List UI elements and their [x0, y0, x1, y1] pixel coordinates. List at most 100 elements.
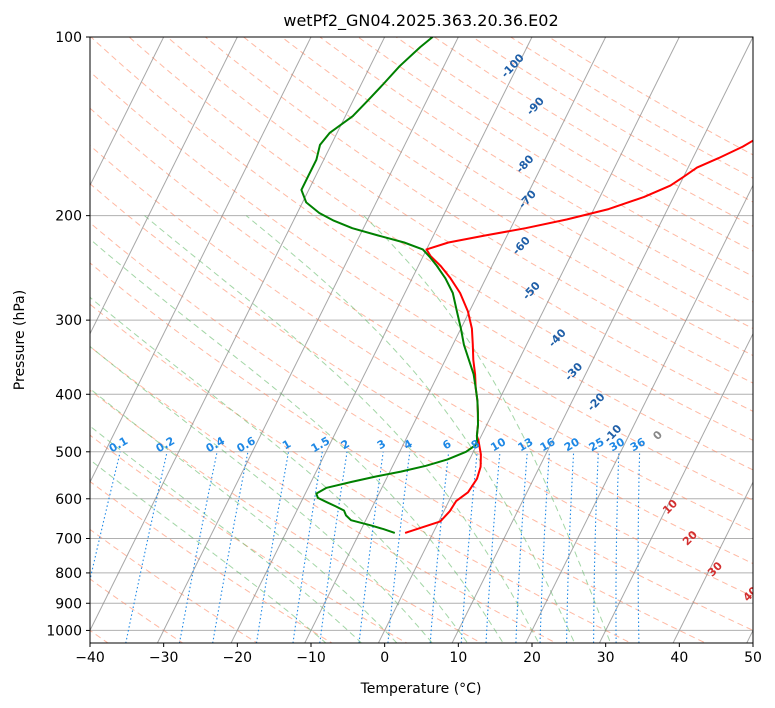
mixing-ratio-line	[292, 451, 323, 643]
moist-adiabat-label: 30	[705, 559, 725, 579]
moist-adiabat	[144, 215, 540, 643]
moist-adiabat	[90, 459, 327, 643]
y-tick-label: 900	[55, 596, 82, 612]
skewed-isotherm	[304, 37, 607, 643]
x-tick-label: 40	[670, 650, 688, 666]
dry-adiabat	[90, 107, 753, 533]
skewed-isotherm	[746, 629, 753, 643]
skewed-isotherms	[90, 37, 753, 643]
skewed-isotherm	[230, 37, 533, 643]
mixing-ratio-label: 4	[402, 437, 415, 452]
x-tick-label: 0	[380, 650, 389, 666]
moist-adiabat-label: 0	[650, 428, 665, 443]
dewpoint-trace	[300, 37, 479, 534]
skewed-isotherm	[90, 37, 386, 632]
dry-adiabat	[433, 37, 753, 227]
mixing-ratio-line	[429, 451, 450, 643]
dry-adiabat	[90, 389, 483, 643]
mixing-ratio-line	[615, 451, 620, 643]
dry-adiabat	[90, 222, 753, 631]
skewed-isotherm	[672, 480, 753, 643]
isotherm-label: -70	[516, 187, 539, 211]
x-tick-label: 10	[449, 650, 467, 666]
mixing-ratio-line	[212, 451, 249, 643]
mixing-ratio-lines	[90, 451, 641, 643]
dry-adiabat	[90, 144, 753, 565]
moist-adiabat	[363, 215, 612, 643]
mixing-ratio-line	[460, 451, 478, 643]
dry-adiabat	[90, 303, 632, 643]
dry-adiabat	[90, 262, 707, 643]
x-tick-label: −30	[149, 650, 179, 666]
dry-adiabat	[509, 37, 753, 179]
dry-adiabat	[319, 37, 753, 303]
dry-adiabat	[128, 37, 753, 441]
moist-adiabat	[245, 215, 576, 643]
dry-adiabat	[280, 37, 753, 330]
chart-title: wetPf2_GN04.2025.363.20.36.E02	[283, 11, 558, 31]
mixing-ratio-line	[358, 451, 384, 643]
x-tick-label: 30	[597, 650, 615, 666]
dry-adiabat	[90, 37, 753, 471]
x-tick-label: 50	[744, 650, 762, 666]
dry-adiabat	[90, 434, 408, 643]
dry-adiabats	[90, 37, 753, 643]
mixing-ratio-line	[125, 451, 168, 643]
y-tick-label: 500	[55, 445, 82, 461]
y-tick-label: 300	[55, 313, 82, 329]
skewed-isotherm	[90, 37, 165, 187]
moist-adiabat	[90, 296, 469, 643]
mixing-ratio-line	[255, 451, 290, 643]
plot-area: 0.1 0.2 0.4 0.6 1 1.5 2 3 4 6 8 10 13 16 20 25 30 36-100-…	[90, 37, 761, 643]
mixing-ratio-line	[566, 451, 575, 643]
moist-adiabat	[90, 238, 504, 643]
moist-adiabat-label: 40	[741, 584, 761, 604]
skewed-isotherm	[451, 37, 753, 643]
y-tick-label: 600	[55, 492, 82, 508]
temperature-trace	[404, 139, 753, 534]
mixing-ratio-line	[319, 451, 348, 643]
pressure-gridlines	[90, 37, 753, 631]
skewed-isotherm	[525, 184, 753, 643]
x-axis-label: Temperature (°C)	[360, 681, 482, 697]
isotherm-label: -60	[510, 234, 533, 258]
isotherm-label: -50	[520, 279, 543, 303]
skewed-isotherm	[598, 332, 753, 643]
y-tick-label: 200	[55, 209, 82, 225]
x-tick-label: 20	[523, 650, 541, 666]
y-tick-label: 400	[55, 387, 82, 403]
y-tick-label: 1000	[46, 623, 82, 639]
dry-adiabat	[90, 578, 184, 643]
dry-adiabat	[204, 37, 753, 384]
dry-adiabat	[357, 37, 753, 277]
skewed-isotherm	[90, 37, 238, 335]
x-tick-label: −20	[223, 650, 253, 666]
mixing-ratio-line	[593, 451, 599, 643]
mixing-ratio-line	[637, 451, 641, 643]
mixing-ratio-line	[90, 451, 121, 582]
skewed-isotherm	[156, 37, 459, 643]
mixing-ratio-line	[515, 451, 528, 643]
plot-frame	[89, 36, 754, 644]
y-axis-label: Pressure (hPa)	[12, 290, 28, 390]
isotherm-label: -80	[514, 152, 537, 176]
isotherm-label: -30	[562, 360, 585, 384]
skewed-isotherm	[90, 37, 312, 484]
y-axis-ticks: 100 200 300 400 500 600 700 800 900 1000	[46, 30, 90, 639]
moist-adiabat	[90, 388, 398, 643]
moist-adiabat	[90, 425, 363, 643]
dry-adiabat	[90, 345, 558, 643]
mixing-ratio-line	[178, 451, 218, 643]
moist-adiabat	[90, 345, 433, 643]
mixing-ratio-line	[539, 451, 550, 643]
mixing-ratio-line	[387, 451, 411, 643]
skewed-isotherm	[377, 37, 680, 643]
y-tick-label: 800	[55, 566, 82, 582]
mixing-ratio-label: 3	[375, 437, 388, 452]
mixing-ratio-label: 6	[440, 437, 453, 452]
dry-adiabat	[90, 183, 753, 598]
dry-adiabat	[90, 71, 753, 501]
x-tick-label: −40	[75, 650, 105, 666]
dry-adiabat	[395, 37, 753, 252]
